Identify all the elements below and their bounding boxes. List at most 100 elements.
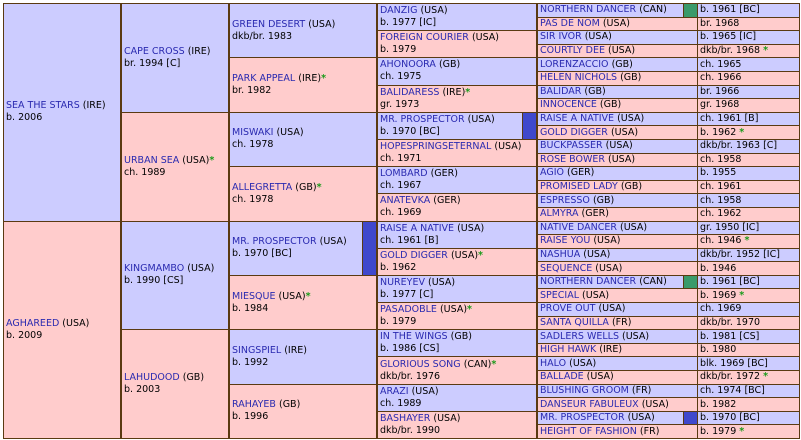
horse-name[interactable]: NASHUA [540, 248, 581, 260]
horse-name[interactable]: BALLADE [540, 371, 584, 383]
name-line: DANSEUR FABULEUX (USA) [540, 399, 669, 411]
horse-name[interactable]: SADLERS WELLS [540, 330, 619, 342]
mark: * [305, 290, 311, 302]
horse-info: b. 1970 [BC] [700, 412, 760, 424]
horse-country: (USA) [583, 248, 611, 260]
horse-name[interactable]: RAISE A NATIVE [540, 113, 615, 125]
pedigree-cell: AHONOORA (GB) ch. 1975 [377, 57, 537, 86]
horse-info: b. 1962 [700, 126, 737, 138]
horse-name[interactable]: IN THE WINGS [380, 331, 448, 343]
horse-name[interactable]: PARK APPEAL [232, 73, 296, 85]
horse-name[interactable]: MIESQUE [232, 290, 276, 302]
horse-name[interactable]: SINGSPIEL [232, 344, 282, 356]
name-line: NATIVE DANCER (USA) [540, 222, 647, 234]
horse-name[interactable]: SPECIAL [540, 289, 579, 301]
horse-country: (USA) [582, 289, 610, 301]
horse-name[interactable]: HIGH HAWK [540, 344, 597, 356]
horse-name[interactable]: LORENZACCIO [540, 58, 609, 70]
horse-name[interactable]: LAHUDOOD [124, 372, 180, 384]
horse-name[interactable]: DANZIG [380, 5, 418, 17]
horse-name[interactable]: ROSE BOWER [540, 153, 605, 165]
horse-name[interactable]: PROVE OUT [540, 303, 596, 315]
horse-name[interactable]: BLUSHING GROOM [540, 384, 629, 396]
horse-name[interactable]: RAISE YOU [540, 235, 591, 247]
horse-name[interactable]: RAISE A NATIVE [380, 222, 455, 234]
horse-name[interactable]: ARAZI [380, 385, 409, 397]
horse-name[interactable]: SEQUENCE [540, 262, 593, 274]
horse-name[interactable]: CAPE CROSS [124, 45, 185, 57]
name-line: AGIO (GER) [540, 167, 594, 179]
name-line: FOREIGN COURIER (USA) [380, 32, 499, 44]
name-line: HELEN NICHOLS (GB) [540, 72, 641, 84]
horse-name[interactable]: PROMISED LADY [540, 181, 618, 193]
horse-name[interactable]: KINGMAMBO [124, 263, 185, 275]
horse-name[interactable]: HALO [540, 357, 567, 369]
horse-name[interactable]: BASHAYER [380, 412, 431, 424]
horse-entry: MISWAKI (USA) ch. 1978 [232, 127, 304, 151]
horse-name[interactable]: HELEN NICHOLS [540, 72, 618, 84]
horse-info: br. 1966 [700, 85, 740, 97]
horse-name[interactable]: SANTA QUILLA [540, 316, 609, 328]
info-line: b. 1961 [BC] [700, 276, 760, 288]
horse-name[interactable]: GOLD DIGGER [380, 249, 448, 261]
horse-name[interactable]: NORTHERN DANCER [540, 4, 637, 16]
horse-name[interactable]: AGIO [540, 167, 564, 179]
horse-entry: NUREYEV (USA) b. 1977 [C] [380, 277, 455, 301]
horse-info: ch. 1978 [232, 139, 274, 151]
horse-name[interactable]: SIR IVOR [540, 31, 582, 43]
name-line: HEIGHT OF FASHION (FR) [540, 426, 659, 438]
horse-name[interactable]: AHONOORA [380, 59, 436, 71]
horse-name[interactable]: BUCKPASSER [540, 140, 603, 152]
horse-name[interactable]: BALIDARESS [380, 86, 440, 98]
horse-name[interactable]: ANATEVKA [380, 195, 431, 207]
horse-info: blk. 1969 [BC] [700, 357, 768, 369]
horse-name[interactable]: NORTHERN DANCER [540, 276, 637, 288]
horse-name[interactable]: LOMBARD [380, 168, 428, 180]
horse-name[interactable]: ALLEGRETTA [232, 181, 293, 193]
mark: * [316, 181, 322, 193]
horse-info: ch. 1958 [700, 194, 742, 206]
horse-name[interactable]: PASADOBLE [380, 304, 437, 316]
horse-name[interactable]: FOREIGN COURIER [380, 32, 469, 44]
name-line: GREEN DESERT (USA) [232, 19, 335, 31]
pedigree-cell: SEA THE STARS (IRE) b. 2006 [3, 3, 121, 222]
horse-country: (USA) [276, 127, 304, 139]
horse-name[interactable]: HEIGHT OF FASHION [540, 425, 637, 437]
horse-entry: RAHAYEB (GB) b. 1996 [232, 399, 300, 423]
horse-info: ch. 1958 [700, 153, 742, 165]
horse-name[interactable]: ESPRESSO [540, 194, 590, 206]
horse-info: b. 2006 [6, 112, 43, 124]
horse-name[interactable]: DANSEUR FABULEUX [540, 398, 639, 410]
horse-name[interactable]: BALIDAR [540, 85, 582, 97]
horse-name[interactable]: COURTLY DEE [540, 45, 605, 57]
horse-info: gr. 1973 [380, 98, 420, 110]
pedigree-cell: AGHAREED (USA) b. 2009 [3, 220, 121, 439]
horse-name[interactable]: RAHAYEB [232, 399, 276, 411]
horse-name[interactable]: NATIVE DANCER [540, 221, 617, 233]
horse-name[interactable]: MISWAKI [232, 127, 274, 139]
horse-country: (GER) [567, 167, 595, 179]
horse-name[interactable]: MR. PROSPECTOR [232, 236, 317, 248]
horse-name[interactable]: AGHAREED [6, 317, 60, 329]
pedigree-cell: MISWAKI (USA) ch. 1978 [229, 111, 377, 168]
horse-country: (USA) [471, 32, 500, 44]
horse-name[interactable]: MR. PROSPECTOR [540, 412, 625, 424]
horse-name[interactable]: GOLD DIGGER [540, 126, 608, 138]
pedigree-cell: RAISE A NATIVE (USA) [537, 111, 698, 127]
horse-name[interactable]: GLORIOUS SONG [380, 358, 461, 370]
pedigree-cell: PAS DE NOM (USA) [537, 16, 698, 32]
horse-name[interactable]: PAS DE NOM [540, 17, 600, 29]
horse-name[interactable]: NUREYEV [380, 276, 425, 288]
horse-name[interactable]: SEA THE STARS [6, 100, 80, 112]
horse-name[interactable]: INNOCENCE [540, 99, 597, 111]
horse-info: b. 1965 [IC] [700, 31, 757, 43]
horse-name[interactable]: MR. PROSPECTOR [380, 113, 465, 125]
horse-name[interactable]: ALMYRA [540, 208, 579, 220]
horse-info: ch. 1965 [700, 58, 742, 70]
pedigree-cell: b. 1961 [BC] [697, 274, 800, 290]
horse-name[interactable]: URBAN SEA [124, 154, 180, 166]
horse-name[interactable]: GREEN DESERT [232, 18, 306, 30]
name-line: MR. PROSPECTOR (USA) [232, 236, 347, 248]
pedigree-cell: dkb/br. 1963 [C] [697, 138, 800, 154]
horse-name[interactable]: HOPESPRINGSETERNAL [380, 141, 492, 153]
